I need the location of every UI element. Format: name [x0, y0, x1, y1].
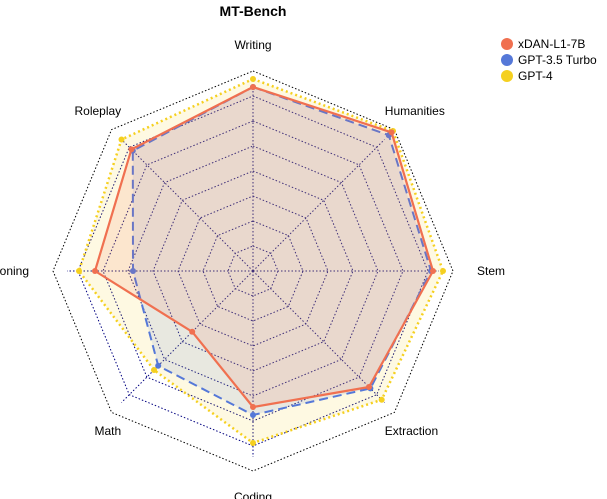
grid-ring-6: [102, 120, 404, 422]
legend-marker-xdan-l1-7b: [501, 38, 513, 50]
legend-label-gpt-4: GPT-4: [518, 69, 553, 83]
point-gpt-4-stem: [440, 268, 446, 274]
grid-ring-3: [177, 195, 329, 347]
series-layer: [76, 76, 446, 446]
legend-marker-gpt-3-5-turbo: [501, 54, 513, 66]
category-label-roleplay: Roleplay: [74, 104, 121, 118]
legend-marker-gpt-4: [501, 70, 513, 82]
grid-ring-4: [152, 170, 354, 372]
category-label-reasoning: Reasoning: [0, 264, 29, 278]
point-gpt-4-math: [151, 367, 157, 373]
grid-spoke-math: [121, 270, 254, 403]
point-gpt-3-5-turbo-reasoning: [130, 268, 136, 274]
chart-title: MT-Bench: [220, 3, 287, 19]
grid-spoke-humanities: [252, 139, 385, 272]
grid-ring-5: [127, 145, 379, 397]
series-area-xdan-l1-7b: [95, 87, 433, 407]
grid-spoke-roleplay: [121, 139, 254, 272]
category-label-writing: Writing: [234, 38, 271, 52]
category-label-stem: Stem: [477, 264, 505, 278]
category-labels: Writing Humanities Stem Extraction Coding Mat…: [0, 38, 505, 499]
series-xdan-l1-7b: [92, 84, 436, 410]
legend-label-xdan-l1-7b: xDAN-L1-7B: [518, 37, 585, 51]
point-gpt-4-writing: [250, 76, 256, 82]
point-xdan-l1-7b-extraction: [366, 384, 372, 390]
grid-ring-1: [227, 245, 279, 297]
category-label-math: Math: [95, 424, 122, 438]
legend: xDAN-L1-7B GPT-3.5 Turbo GPT-4: [501, 37, 597, 83]
category-label-extraction: Extraction: [385, 424, 438, 438]
series-area-gpt-3-5-turbo: [132, 87, 432, 415]
legend-label-gpt-3-5-turbo: GPT-3.5 Turbo: [518, 53, 597, 67]
grid-ring-8: [52, 70, 454, 472]
point-xdan-l1-7b-math: [189, 328, 196, 335]
point-gpt-4-coding: [250, 440, 256, 446]
point-gpt-4-roleplay: [118, 136, 125, 143]
series-area-gpt-4: [79, 79, 443, 443]
point-gpt-4-extraction: [378, 396, 385, 403]
point-xdan-l1-7b-humanities: [388, 129, 395, 136]
point-xdan-l1-7b-coding: [250, 404, 256, 410]
grid-spoke-extraction: [252, 270, 385, 403]
point-xdan-l1-7b-writing: [250, 84, 256, 90]
category-label-humanities: Humanities: [385, 104, 445, 118]
point-gpt-3-5-turbo-coding: [250, 412, 256, 418]
point-gpt-4-reasoning: [76, 268, 82, 274]
point-gpt-3-5-turbo-math: [155, 362, 162, 369]
point-xdan-l1-7b-stem: [430, 268, 436, 274]
category-label-coding: Coding: [234, 490, 272, 499]
point-xdan-l1-7b-reasoning: [92, 268, 98, 274]
point-xdan-l1-7b-roleplay: [128, 146, 135, 153]
